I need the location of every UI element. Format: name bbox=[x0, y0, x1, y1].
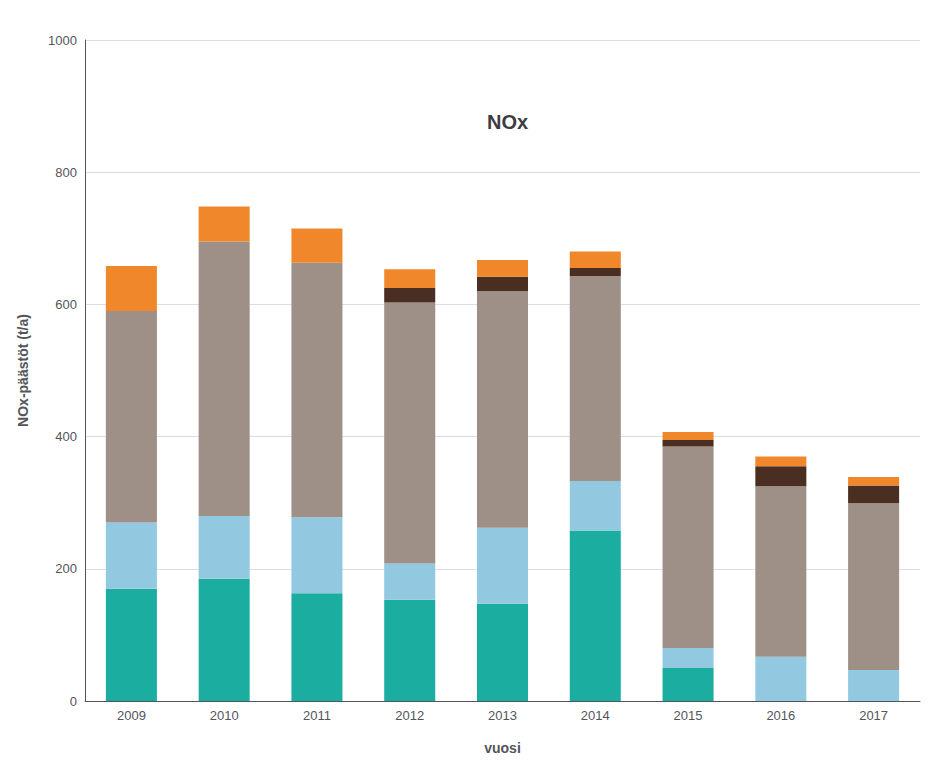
svg-text:200: 200 bbox=[55, 561, 77, 576]
svg-text:800: 800 bbox=[55, 165, 77, 180]
svg-text:vuosi: vuosi bbox=[484, 740, 521, 756]
svg-text:2016: 2016 bbox=[766, 708, 795, 723]
svg-text:400: 400 bbox=[55, 429, 77, 444]
svg-text:NOx: NOx bbox=[487, 111, 528, 133]
svg-text:2013: 2013 bbox=[488, 708, 517, 723]
svg-text:1000: 1000 bbox=[48, 33, 77, 48]
svg-text:2009: 2009 bbox=[117, 708, 146, 723]
svg-text:2014: 2014 bbox=[581, 708, 610, 723]
svg-text:NOx-päästöt (t/a): NOx-päästöt (t/a) bbox=[15, 314, 31, 427]
svg-text:600: 600 bbox=[55, 297, 77, 312]
svg-text:2011: 2011 bbox=[303, 708, 331, 723]
svg-text:2017: 2017 bbox=[859, 708, 888, 723]
svg-text:2010: 2010 bbox=[210, 708, 239, 723]
svg-text:0: 0 bbox=[70, 694, 77, 709]
svg-text:2012: 2012 bbox=[395, 708, 424, 723]
svg-text:2015: 2015 bbox=[674, 708, 703, 723]
